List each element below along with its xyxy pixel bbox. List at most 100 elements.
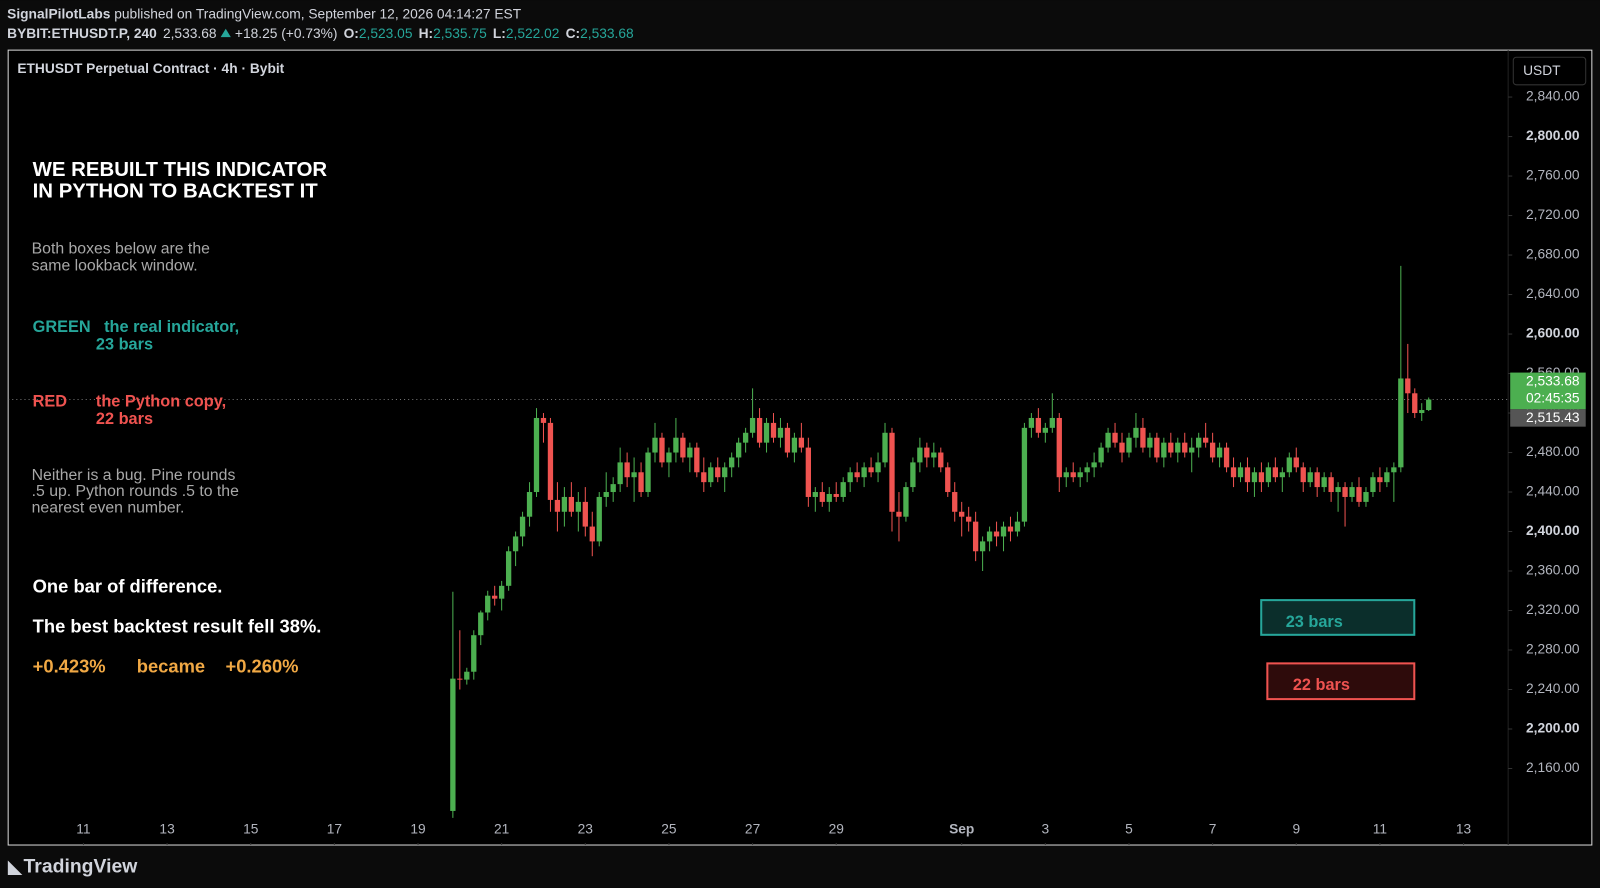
candle-body [701, 472, 707, 483]
candle-body [1328, 477, 1334, 493]
annotation-note: Both boxes below are the [32, 240, 210, 257]
red-box [1266, 662, 1416, 701]
candle-body [1349, 487, 1355, 497]
x-tick-label: 11 [76, 821, 90, 836]
candle-body [749, 417, 756, 433]
x-tick-label: 13 [159, 821, 175, 836]
candle-body [1223, 447, 1230, 468]
candle-body [791, 437, 798, 453]
header-line-1: SignalPilotLabs published on TradingView… [7, 6, 522, 21]
annotation-title: WE REBUILT THIS INDICATOR [33, 159, 328, 181]
candle-body [770, 422, 777, 438]
result-before: +0.423% [33, 655, 106, 676]
last-price: 2,533.68 [163, 25, 217, 40]
candle-body [1258, 472, 1265, 483]
x-tick-label: 23 [578, 821, 594, 836]
symbol: BYBIT:ETHUSDT.P, 240 [7, 25, 157, 40]
candle-body [826, 493, 832, 502]
candle-body [478, 612, 484, 636]
candle-body [1244, 467, 1251, 483]
candle-body [1133, 427, 1139, 438]
red-box-label: 22 bars [1293, 676, 1350, 694]
green-box [1260, 599, 1416, 636]
candle-body [979, 541, 986, 552]
candle-body [575, 501, 581, 512]
candle-body [1028, 417, 1035, 428]
candle-body [868, 467, 874, 473]
candle-body [938, 452, 944, 468]
candle-body [568, 496, 575, 512]
x-tick-label: 19 [410, 821, 425, 836]
x-tick-label: 9 [1292, 821, 1300, 836]
candle-body [1216, 447, 1223, 458]
candle-body [1412, 393, 1418, 414]
candle-body [1084, 467, 1090, 473]
candle-body [1126, 437, 1132, 453]
y-tick-label: 2,160.00 [1526, 760, 1580, 775]
candle-body [492, 595, 498, 599]
candle-body [673, 437, 679, 453]
candle-body [784, 427, 791, 453]
candle-body [847, 472, 853, 483]
low-label: L: [493, 25, 506, 40]
candle-body [931, 452, 937, 458]
y-tick-label: 2,240.00 [1526, 681, 1580, 696]
high-value: 2,535.75 [433, 25, 487, 40]
candle-body [1286, 457, 1292, 473]
annotation-note: same lookback window. [32, 258, 198, 275]
candle-body [1154, 437, 1160, 458]
y-tick-label: 2,680.00 [1526, 247, 1580, 262]
green-label: GREEN [33, 318, 91, 336]
candle-body [763, 422, 770, 443]
candle-body [1342, 487, 1348, 497]
green-text: 23 bars [96, 335, 153, 353]
candle-body [1251, 472, 1258, 483]
candle-body [1070, 472, 1076, 478]
up-arrow [220, 28, 231, 38]
annotation-explain: nearest even number. [32, 499, 185, 516]
candle-body [833, 493, 839, 497]
brand: ◣ TradingView [7, 856, 138, 878]
candle-body [972, 521, 979, 552]
brand-name: TradingView [24, 856, 139, 878]
last-price-tag-value: 2,533.68 [1526, 373, 1580, 388]
candle-body [1035, 417, 1042, 433]
currency[interactable]: USDT [1523, 63, 1561, 78]
candle-body [1203, 437, 1209, 443]
candle-body [1307, 472, 1313, 483]
candle-body [1098, 447, 1104, 463]
candle-body [1063, 472, 1069, 478]
currency-button[interactable] [1512, 56, 1587, 86]
candle-body [889, 432, 895, 512]
candle-body [638, 472, 644, 493]
candle-body [499, 585, 505, 599]
publisher: SignalPilotLabs [7, 6, 111, 21]
candle-body [631, 472, 637, 478]
candle-body [1119, 442, 1125, 453]
y-tick-label: 2,400.00 [1526, 523, 1580, 538]
candle-body [547, 422, 554, 500]
annotation-summary: One bar of difference. [33, 576, 223, 597]
candle-body [777, 427, 784, 438]
price-tag [1510, 409, 1586, 427]
candle-body [729, 457, 735, 468]
candle-body [1314, 472, 1320, 488]
candle-body [819, 492, 825, 502]
candle-body [1356, 487, 1362, 502]
candle-body [450, 678, 456, 811]
y-tick-label: 2,360.00 [1526, 563, 1580, 578]
candle-body [1014, 521, 1021, 532]
candle-body [924, 447, 930, 458]
candle-body [645, 452, 651, 493]
candle-body [993, 531, 1000, 537]
annotation-explain: .5 up. Python rounds .5 to the [32, 483, 239, 500]
candle-body [1182, 442, 1188, 453]
x-tick-label: 17 [327, 821, 342, 836]
y-tick-label: 2,640.00 [1526, 286, 1580, 301]
candle-body [1042, 427, 1048, 433]
x-tick-label: 7 [1209, 821, 1217, 836]
candle-body [519, 516, 526, 537]
candle-body [1168, 442, 1174, 453]
candle-body [1112, 432, 1118, 443]
